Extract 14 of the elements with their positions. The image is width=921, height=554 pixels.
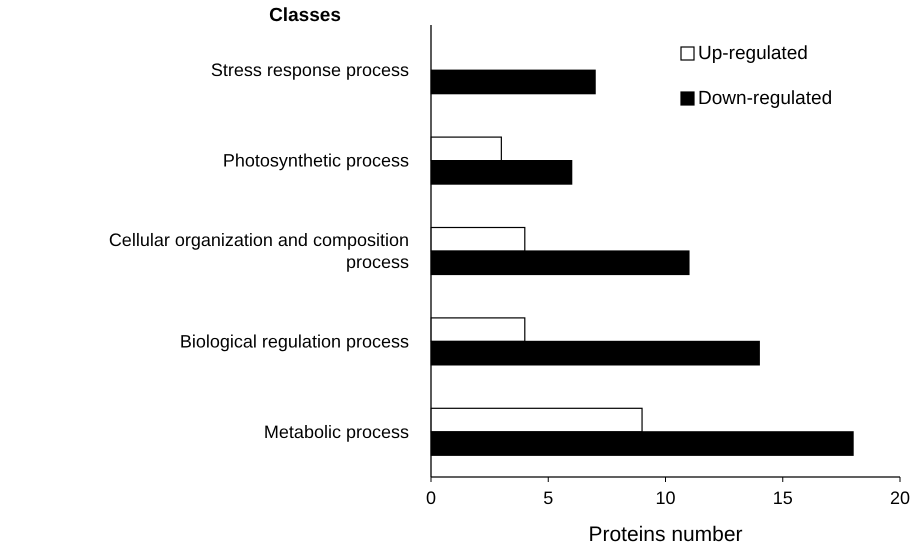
y-tick-label: Stress response process [210, 60, 409, 80]
y-axis-title: Classes [269, 5, 341, 26]
x-tick-label: 0 [426, 488, 436, 508]
x-tick-label: 10 [655, 488, 676, 508]
y-tick-label: Metabolic process [264, 422, 409, 442]
legend-label: Up-regulated [698, 43, 808, 64]
x-axis-title: Proteins number [588, 523, 743, 546]
y-tick-label: Photosynthetic process [222, 150, 409, 171]
x-tick-label: 20 [890, 488, 910, 508]
legend-label: Down-regulated [698, 88, 832, 109]
y-tick-label: Cellular organization and composition process [108, 230, 409, 272]
x-tick-label: 5 [543, 488, 554, 508]
y-tick-label: Biological regulation process [180, 331, 409, 352]
x-tick-label: 15 [772, 488, 793, 508]
